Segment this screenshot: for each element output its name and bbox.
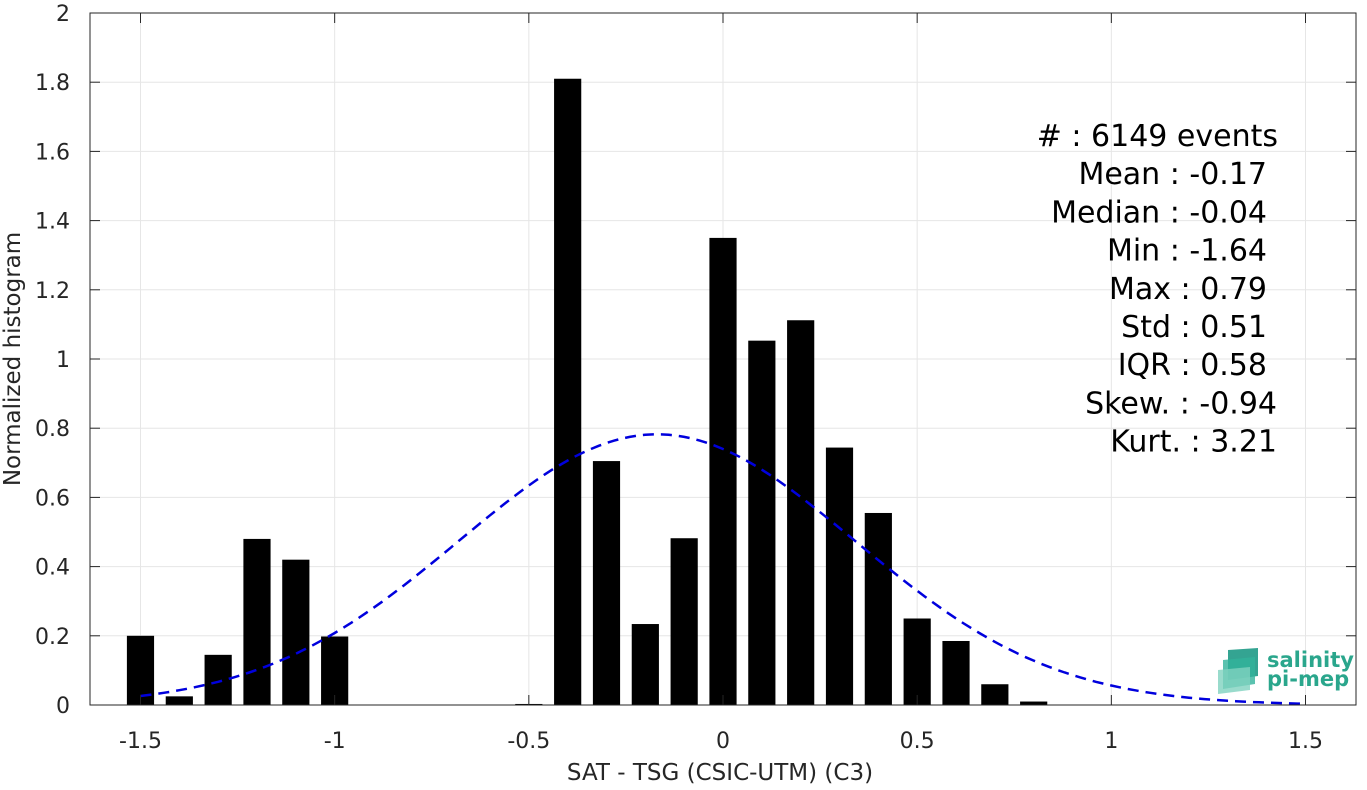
histogram-bar: [825, 447, 854, 705]
histogram-bar: [243, 538, 271, 705]
x-tick-label: 1: [1104, 729, 1118, 754]
y-tick-label: 1: [56, 348, 70, 373]
histogram-bar: [709, 237, 737, 705]
logo-line1: salinity: [1267, 648, 1354, 672]
histogram-bar: [748, 340, 776, 705]
stats-line: Kurt. : 3.21: [1110, 425, 1277, 460]
stats-line: Median : -0.04: [1051, 195, 1267, 230]
histogram-bar: [942, 640, 970, 705]
salinity-pi-mep-logo: salinity pi-mep: [1218, 648, 1354, 694]
x-tick-label: 1.5: [1288, 729, 1323, 754]
histogram-bar: [1020, 701, 1048, 705]
x-tick-label: 0: [716, 729, 730, 754]
histogram-bar: [554, 78, 582, 706]
histogram-bar: [321, 636, 349, 705]
y-tick-label: 1.4: [35, 210, 70, 235]
y-tick-label: 0.4: [35, 556, 70, 581]
y-tick-label: 0.2: [35, 625, 70, 650]
y-tick-label: 2: [56, 2, 70, 27]
fit-curve-line: [140, 433, 1306, 705]
histogram-bar: [903, 618, 931, 705]
x-axis-title: SAT - TSG (CSIC-UTM) (C3): [567, 760, 873, 785]
histogram-bar: [864, 512, 892, 705]
x-tick-label: -0.5: [507, 729, 550, 754]
histogram-bar: [981, 684, 1009, 705]
logo-line2: pi-mep: [1267, 667, 1349, 691]
stats-line: Min : -1.64: [1107, 234, 1267, 269]
gaussian-fit: [140, 433, 1306, 705]
stats-line: Std : 0.51: [1121, 310, 1267, 345]
histogram-bar: [282, 559, 310, 705]
x-tick-label: -1: [324, 729, 346, 754]
logo-waves-icon: [1218, 648, 1258, 694]
y-tick-label: 1.8: [35, 71, 70, 96]
histogram-bar: [592, 461, 621, 705]
y-axis-title: Normalized histogram: [0, 232, 26, 486]
histogram-bar: [787, 320, 815, 705]
x-tick-label: 0.5: [900, 729, 935, 754]
histogram-bar: [631, 624, 659, 705]
histogram-bar: [204, 654, 232, 705]
stats-line: # : 6149 events: [1037, 119, 1278, 154]
histogram-bar: [165, 696, 193, 705]
y-axis-ticks: 0 0.2 0.4 0.6 0.8 1 1.2 1.4 1.6 1.8 2: [35, 2, 1356, 719]
histogram-bar: [670, 538, 698, 705]
histogram-bars: [126, 78, 1048, 706]
y-tick-label: 1.6: [35, 140, 70, 165]
y-tick-label: 0: [56, 694, 70, 719]
x-tick-label: -1.5: [119, 729, 162, 754]
stats-line: Max : 0.79: [1109, 272, 1267, 307]
stats-line: IQR : 0.58: [1118, 348, 1267, 383]
y-tick-label: 0.8: [35, 417, 70, 442]
y-tick-label: 1.2: [35, 279, 70, 304]
y-tick-label: 0.6: [35, 486, 70, 511]
stats-line: Mean : -0.17: [1078, 157, 1267, 192]
x-axis-ticks: -1.5 -1 -0.5 0 0.5 1 1.5: [119, 13, 1323, 754]
stats-line: Skew. : -0.94: [1085, 386, 1277, 421]
histogram-bar: [126, 635, 155, 705]
